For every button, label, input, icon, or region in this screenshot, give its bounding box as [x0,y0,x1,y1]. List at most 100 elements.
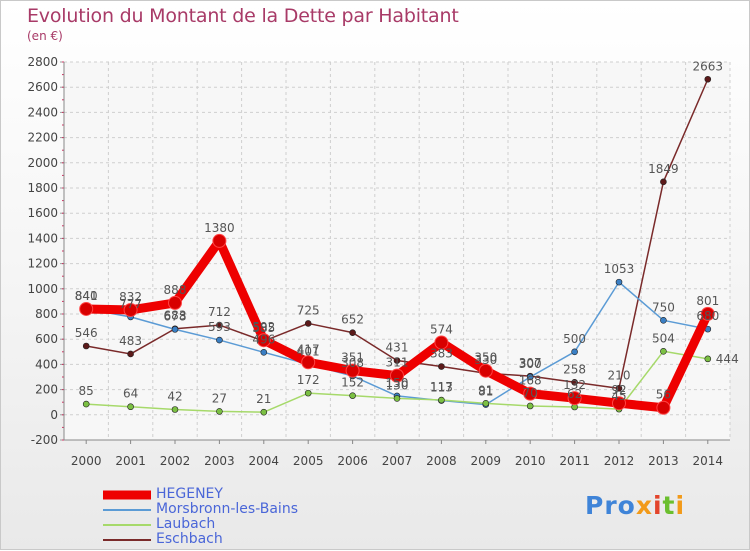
y-tick-label: 400 [35,357,58,371]
data-label: 210 [608,368,631,382]
data-point [171,326,179,333]
legend-swatch-eschbach [103,539,151,541]
y-tick-label: 2200 [27,131,58,145]
data-point [482,400,490,407]
x-tick-label: 2001 [115,454,146,468]
data-label: 308 [341,356,364,370]
data-point [256,333,271,348]
data-point [704,355,712,363]
data-label: 1849 [648,162,679,176]
data-label: 652 [341,313,364,327]
data-label: 152 [341,376,364,390]
data-label: 168 [519,374,542,388]
data-label: 832 [119,290,142,304]
data-label: 350 [474,351,497,365]
data-point [79,301,94,316]
data-point [615,385,623,392]
data-point [571,378,578,386]
data-point [212,233,227,248]
data-label: 42 [167,390,182,404]
y-tick-label: 2800 [27,55,58,69]
y-tick-label: 2000 [27,156,58,170]
data-point [571,348,578,356]
x-tick-label: 2004 [249,454,280,468]
data-point [127,350,134,358]
data-label: 132 [563,378,586,392]
y-tick-label: 600 [35,332,58,346]
x-tick-label: 2012 [604,454,635,468]
data-label: 841 [75,289,98,303]
data-point [660,316,667,324]
data-label: 351 [341,351,364,365]
data-point [656,400,671,415]
x-tick-label: 2003 [204,454,235,468]
data-label: 750 [652,300,675,314]
data-point [567,391,582,406]
data-point [216,408,223,415]
y-tick-label: 1000 [27,282,58,296]
data-point [390,368,404,383]
data-label: 678 [164,309,187,323]
legend-label-morsbronn: Morsbronn-les-Bains [156,501,298,517]
data-label: 307 [519,356,542,370]
data-label: 725 [297,303,320,317]
data-label: 801 [696,294,719,308]
y-tick-label: 1400 [27,231,58,245]
x-tick-label: 2000 [71,454,102,468]
data-label: 1380 [204,221,235,235]
x-tick-label: 2014 [693,454,724,468]
data-label: 311 [386,356,409,370]
data-label: 888 [164,283,187,297]
y-tick-label: 2600 [27,80,58,94]
data-label: 85 [79,384,94,398]
data-label: 64 [123,387,138,401]
x-tick-label: 2002 [160,454,191,468]
y-tick-label: 200 [35,383,58,397]
data-point [82,400,90,408]
y-tick-label: 0 [50,408,58,422]
legend-swatch-morsbronn [103,509,151,511]
data-point [526,373,534,381]
data-label: 431 [386,340,409,354]
data-label: 92 [611,383,626,397]
data-label: 62 [567,387,582,401]
y-tick-label: 800 [35,307,58,321]
legend-label-hegeney: HEGENEY [156,486,223,502]
x-tick-label: 2007 [382,454,413,468]
data-label: 383 [430,347,453,361]
data-label: 840 [75,289,98,303]
data-point [168,295,182,310]
x-tick-label: 2006 [337,454,368,468]
data-point [700,306,715,321]
legend-label-laubach: Laubach [156,516,216,532]
y-tick-label: 1200 [27,257,58,271]
data-point [82,342,90,350]
data-point [304,389,312,397]
data-label: 401 [297,344,320,358]
data-point [660,178,667,186]
data-point [127,403,134,411]
legend-swatch-laubach [103,524,151,526]
data-label: 592 [252,320,275,334]
y-tick-label: 1600 [27,206,58,220]
data-label: 21 [256,392,271,406]
data-label: 417 [297,342,320,356]
data-point [615,278,623,286]
data-label: 150 [386,376,409,390]
chart-title: Evolution du Montant de la Dette par Hab… [27,5,459,27]
data-label: 45 [611,389,626,403]
data-label: 712 [208,305,231,319]
data-point [438,396,445,404]
data-point [704,75,712,83]
data-label: 258 [563,362,586,376]
y-tick-label: 1800 [27,181,58,195]
data-point [260,408,268,416]
legend-label-eschbach: Eschbach [156,531,223,547]
y-tick-label: 2400 [27,105,58,119]
data-label: 444 [716,352,739,366]
data-label: 574 [430,322,453,336]
data-point [260,349,268,356]
data-point [171,406,179,413]
data-label: 130 [386,378,409,392]
